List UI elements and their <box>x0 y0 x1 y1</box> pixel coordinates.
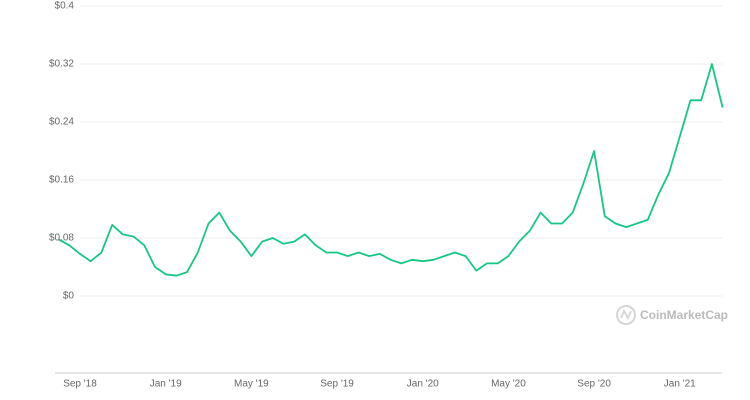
x-tick-label: Jan '20 <box>407 379 439 390</box>
x-tick-label: May '19 <box>234 379 269 390</box>
y-tick-label: $0.08 <box>49 233 74 244</box>
x-tick-label: Sep '19 <box>320 379 354 390</box>
y-tick-label: $0.4 <box>55 1 75 12</box>
y-tick-label: $0.32 <box>49 59 74 70</box>
x-tick-label: Jan '21 <box>664 379 696 390</box>
price-line <box>58 63 724 277</box>
x-tick-label: Sep '20 <box>577 379 611 390</box>
y-tick-label: $0.24 <box>49 117 74 128</box>
watermark-logo <box>616 305 636 325</box>
watermark: CoinMarketCap <box>640 308 728 322</box>
x-tick-label: May '20 <box>491 379 526 390</box>
y-tick-label: $0.16 <box>49 175 74 186</box>
y-tick-label: $0 <box>63 291 75 302</box>
x-tick-label: Sep '18 <box>63 379 97 390</box>
x-tick-label: Jan '19 <box>150 379 182 390</box>
